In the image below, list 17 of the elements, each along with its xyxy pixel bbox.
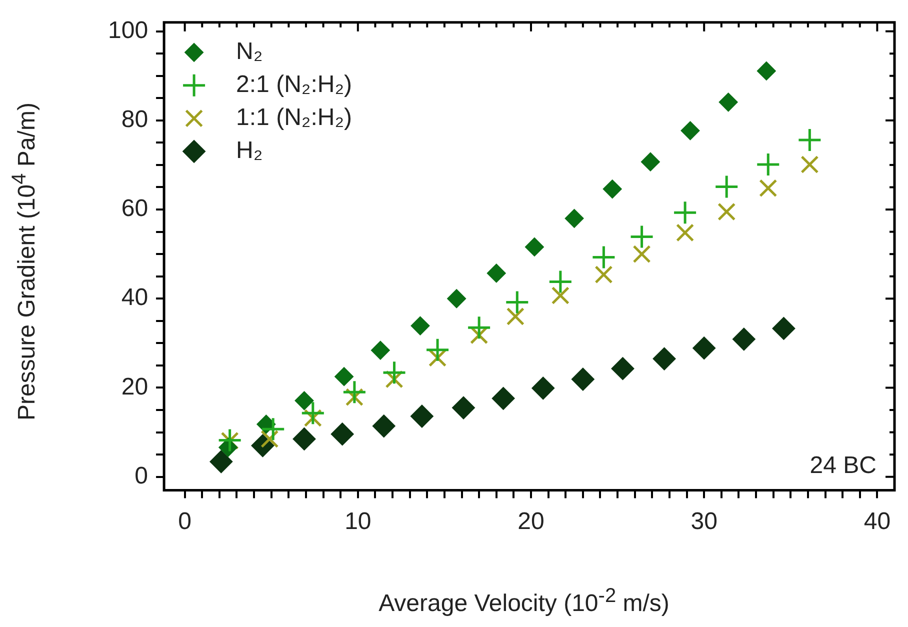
y-tick-label: 40 — [121, 284, 148, 312]
y-tick-label: 100 — [108, 16, 148, 44]
legend-label: N₂ — [236, 38, 263, 66]
x-axis-title: Average Velocity (10$^{-2}$ m/s) — [378, 585, 670, 618]
legend-label: H₂ — [236, 137, 263, 164]
annotation: 24 BC — [810, 452, 876, 479]
x-tick-label: 40 — [864, 508, 891, 536]
legend-label: 2:1 (N₂:H₂) — [236, 71, 352, 98]
x-tick-label: 0 — [178, 508, 192, 536]
x-tick-label: 30 — [690, 508, 718, 536]
y-tick-label: 60 — [121, 195, 148, 222]
y-tick-label: 20 — [121, 373, 148, 400]
legend-label: 1:1 (N₂:H₂) — [236, 104, 352, 132]
x-tick-label: 10 — [344, 508, 372, 536]
x-tick-label: 20 — [518, 508, 544, 536]
y-tick-label: 80 — [121, 106, 148, 134]
y-tick-label: 0 — [134, 462, 148, 490]
